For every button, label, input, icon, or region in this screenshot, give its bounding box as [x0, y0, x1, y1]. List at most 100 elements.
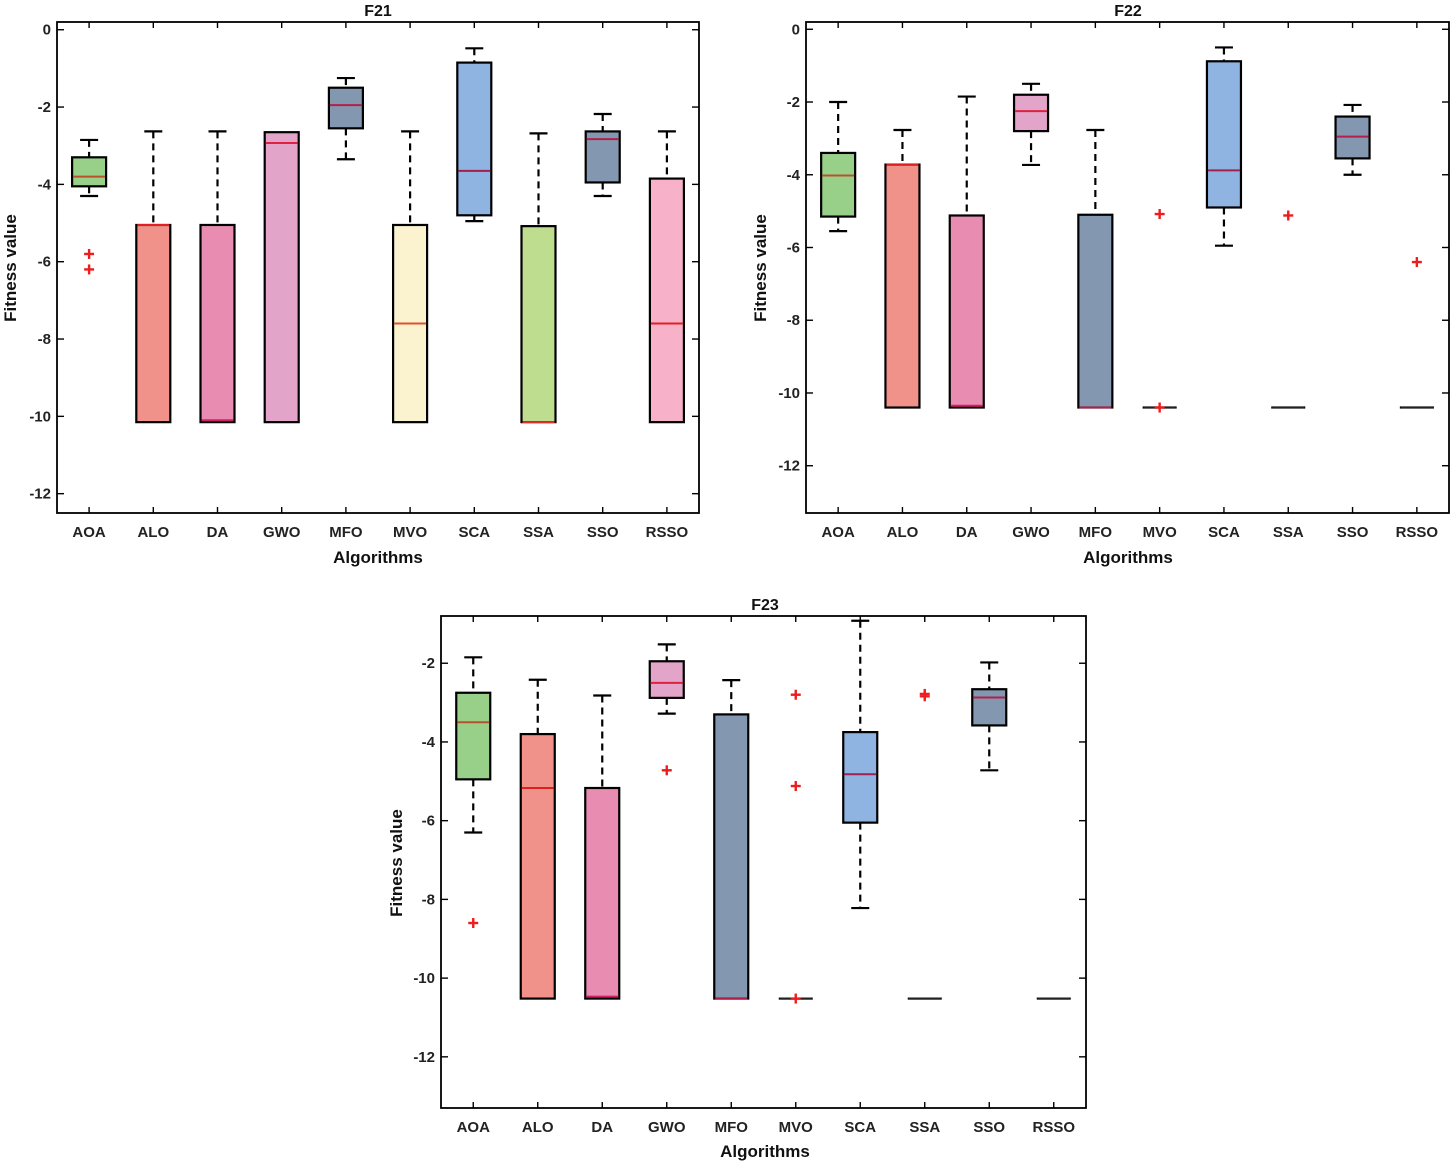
box-mvo: [1142, 209, 1177, 413]
box-aoa: [70, 138, 108, 275]
x-tick-label: SSA: [1273, 524, 1304, 541]
y-tick-label: -12: [29, 486, 51, 503]
box-body: [327, 86, 364, 130]
y-tick-label: -10: [778, 385, 800, 402]
outlier-marker: [919, 691, 930, 702]
x-tick-label: RSSO: [1396, 524, 1439, 541]
box-mvo: [778, 689, 813, 1004]
box-sso: [1334, 103, 1371, 176]
outlier-marker: [790, 781, 801, 792]
box-rsso: [648, 130, 686, 424]
y-tick-label: -6: [787, 239, 800, 256]
y-axis-label: Fitness value: [387, 809, 406, 917]
chart-title: F22: [1114, 3, 1142, 20]
box-mfo: [713, 679, 750, 1000]
outlier-marker: [1154, 209, 1165, 220]
y-tick-label: -10: [29, 408, 51, 425]
outlier-marker: [84, 248, 95, 259]
box-sca: [1205, 46, 1243, 247]
box-gwo: [648, 643, 685, 776]
x-tick-label: ALO: [522, 1119, 554, 1136]
x-axis-label: Algorithms: [1083, 548, 1173, 567]
box-body: [884, 163, 921, 409]
x-tick-label: DA: [591, 1119, 613, 1136]
box-alo: [519, 678, 556, 1000]
box-sca: [842, 619, 879, 910]
y-tick-label: 0: [792, 21, 800, 38]
box-gwo: [1012, 82, 1050, 167]
box-da: [584, 694, 621, 1000]
outlier-marker: [468, 918, 479, 929]
panel-f22: F22 Algorithms Fitness value 0 -2 -4 -6 -8 -1…: [751, 3, 1450, 567]
box-ssa: [1271, 210, 1306, 409]
x-tick-label: AOA: [457, 1119, 491, 1136]
x-tick-label: SCA: [844, 1119, 876, 1136]
box-body: [842, 731, 879, 824]
box-alo: [135, 130, 172, 424]
box-sso: [584, 112, 621, 198]
x-tick-label: MFO: [1079, 524, 1113, 541]
outlier-marker: [790, 689, 801, 700]
x-tick-label: MVO: [779, 1119, 814, 1136]
panel-f21: F21 Algorithms Fitness value 0 -2 -4 -6 -8 -1…: [1, 3, 700, 567]
outlier-marker: [790, 993, 801, 1004]
box-body: [455, 691, 492, 781]
x-tick-label: DA: [956, 524, 978, 541]
x-tick-label: GWO: [263, 524, 301, 541]
x-tick-label: RSSO: [646, 524, 689, 541]
outlier-marker: [1154, 402, 1165, 413]
plot-frame: [805, 21, 1450, 514]
x-tick-label: SSO: [973, 1119, 1005, 1136]
box-da: [948, 95, 985, 409]
box-body: [971, 688, 1008, 727]
y-tick-label: -2: [38, 99, 51, 116]
box-aoa: [820, 100, 857, 233]
box-body: [820, 151, 857, 218]
box-body: [948, 214, 985, 409]
y-axis-label: Fitness value: [751, 214, 770, 322]
y-tick-label: -6: [38, 254, 51, 271]
box-mfo: [327, 76, 364, 161]
x-tick-label: MVO: [393, 524, 428, 541]
box-body: [1205, 60, 1243, 209]
x-tick-label: MFO: [715, 1119, 749, 1136]
x-tick-label: MFO: [329, 524, 363, 541]
box-body: [199, 223, 236, 424]
x-tick-label: RSSO: [1032, 1119, 1075, 1136]
plot-frame: [56, 21, 700, 514]
y-tick-label: -8: [422, 891, 435, 908]
x-tick-label: AOA: [821, 524, 855, 541]
x-tick-label: AOA: [72, 524, 106, 541]
plot-frame: [440, 615, 1087, 1109]
y-tick-label: -8: [38, 331, 51, 348]
x-axis-label: Algorithms: [720, 1142, 810, 1161]
box-body: [456, 61, 493, 217]
box-body: [520, 225, 557, 424]
outlier-marker: [84, 264, 95, 275]
outlier-marker: [1283, 210, 1294, 221]
box-da: [199, 130, 236, 424]
y-axis-label: Fitness value: [1, 214, 20, 322]
box-body: [519, 732, 556, 1000]
x-tick-label: ALO: [137, 524, 169, 541]
chart-title: F21: [364, 3, 392, 20]
y-tick-label: -12: [413, 1049, 435, 1066]
box-sca: [456, 47, 493, 223]
x-tick-label: ALO: [887, 524, 919, 541]
y-tick-label: -2: [422, 655, 435, 672]
box-body: [648, 660, 685, 699]
box-mvo: [392, 130, 429, 424]
x-tick-label: DA: [207, 524, 229, 541]
x-tick-label: SCA: [458, 524, 490, 541]
chart-title: F23: [751, 597, 779, 614]
box-ssa: [907, 688, 942, 1000]
x-tick-label: SSO: [1337, 524, 1369, 541]
x-tick-label: GWO: [648, 1119, 686, 1136]
box-body: [1012, 93, 1050, 133]
box-ssa: [520, 132, 557, 424]
box-body: [713, 713, 750, 1000]
box-aoa: [455, 656, 492, 929]
outlier-marker: [1411, 257, 1422, 268]
box-rsso: [1399, 257, 1434, 409]
y-tick-label: -4: [422, 734, 436, 751]
